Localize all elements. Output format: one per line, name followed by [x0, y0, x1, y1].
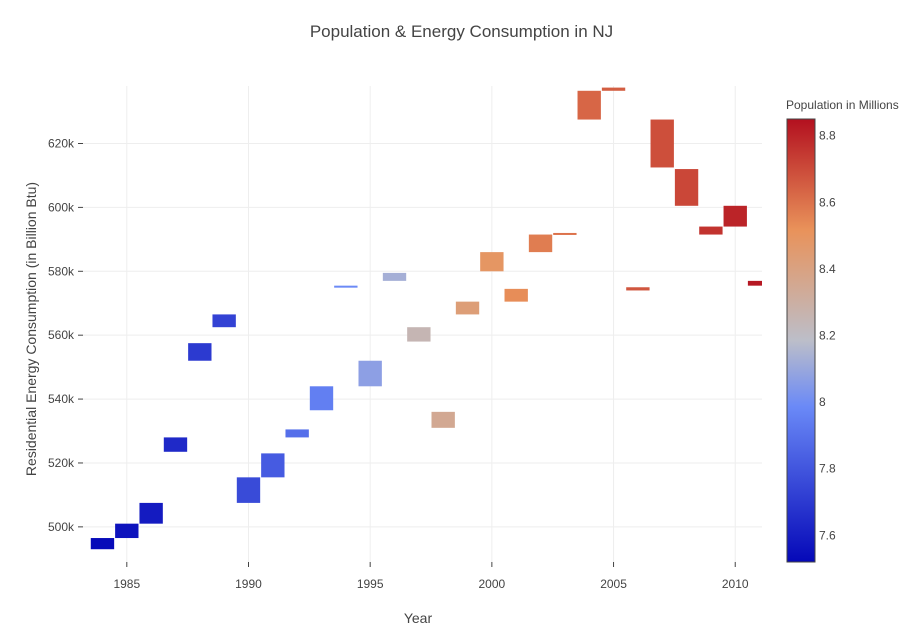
bar-1993 [309, 386, 334, 411]
bar-2002 [528, 234, 553, 253]
bar-2007 [650, 119, 674, 168]
bar-1986 [139, 502, 163, 524]
bar-1996 [382, 272, 407, 281]
bar-1999 [455, 301, 480, 315]
y-tick-label: 560k [48, 328, 75, 342]
colorbar-title: Population in Millions [786, 98, 899, 112]
bar-1991 [261, 453, 285, 478]
y-tick-label: 580k [48, 264, 75, 278]
bar-1985 [115, 523, 139, 539]
bar-layer [90, 87, 762, 550]
colorbar-tick-label: 8.6 [819, 195, 836, 209]
x-tick-label: 2000 [479, 577, 506, 591]
chart-title: Population & Energy Consumption in NJ [310, 22, 613, 41]
bar-1984 [90, 538, 115, 550]
bar-2008 [674, 169, 699, 206]
colorbar [786, 118, 816, 563]
x-tick-label: 2005 [600, 577, 627, 591]
x-tick-label: 1985 [113, 577, 140, 591]
y-tick-label: 600k [48, 200, 75, 214]
y-tick-label: 520k [48, 456, 75, 470]
y-tick-label: 500k [48, 520, 75, 534]
colorbar-tick-label: 7.8 [819, 462, 836, 476]
colorbar-ticks: 7.6 7.8 8 8.2 8.4 8.6 8.8 [819, 129, 836, 543]
bar-1992 [285, 429, 309, 438]
grid-layer [83, 86, 762, 562]
x-axis-ticks: 1985 1990 1995 2000 2005 2010 [113, 562, 749, 591]
x-tick-label: 1990 [235, 577, 262, 591]
bar-1995 [358, 360, 382, 387]
bar-2006 [626, 287, 650, 291]
colorbar-tick-label: 8.8 [819, 129, 836, 143]
colorbar-tick-label: 8.2 [819, 329, 836, 343]
bar-2005 [601, 87, 626, 91]
colorbar-tick-label: 8.4 [819, 262, 836, 276]
colorbar-tick-label: 7.6 [819, 528, 836, 542]
bar-1989 [212, 314, 236, 328]
bar-1988 [188, 343, 212, 361]
bar-1987 [163, 437, 188, 452]
colorbar-tick-label: 8 [819, 395, 826, 409]
bar-2009 [699, 226, 723, 235]
bar-2000 [480, 252, 504, 272]
bar-2010 [723, 205, 747, 227]
bar-2011 [747, 280, 762, 286]
x-axis-title: Year [404, 610, 433, 626]
x-tick-label: 2010 [722, 577, 749, 591]
bar-2004 [577, 90, 601, 120]
bar-1998 [431, 411, 455, 428]
y-axis-ticks: 500k 520k 540k 560k 580k 600k 620k [48, 137, 83, 534]
y-tick-label: 620k [48, 137, 75, 151]
bar-1994 [334, 285, 358, 288]
bar-2001 [504, 288, 528, 302]
bar-2003 [553, 232, 577, 235]
x-tick-label: 1995 [357, 577, 384, 591]
y-axis-title: Residential Energy Consumption (in Billi… [23, 182, 39, 476]
bar-1997 [407, 327, 431, 342]
bar-1990 [236, 477, 261, 503]
y-tick-label: 540k [48, 392, 75, 406]
